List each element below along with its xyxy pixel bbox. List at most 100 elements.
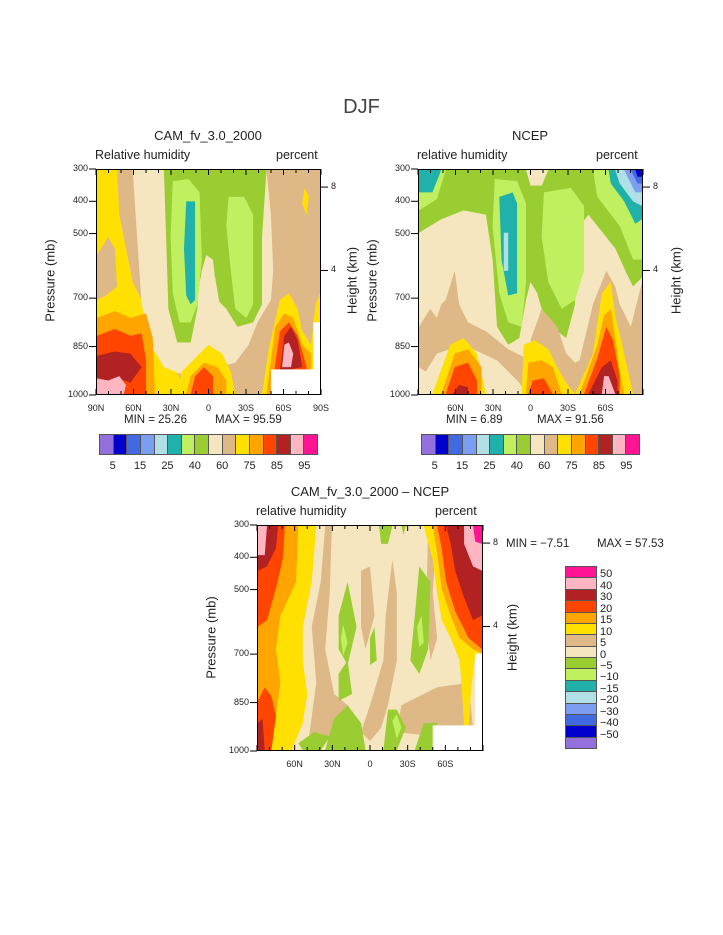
- colorbar-label: 10: [600, 625, 613, 638]
- colorbar-swatch: [566, 612, 596, 624]
- contour-fill: [97, 237, 118, 300]
- colorbar-swatch: [566, 726, 596, 738]
- right-tick-label: 8: [493, 537, 499, 548]
- colorbar-swatch: [566, 703, 596, 715]
- y-tick-label: 1000: [67, 389, 88, 399]
- contour-fill: [528, 378, 553, 394]
- colorbar-swatch: [222, 435, 237, 454]
- x-tick-label: 90S: [312, 403, 329, 413]
- panel3-title: CAM_fv_3.0_2000 – NCEP: [290, 484, 450, 499]
- contour-fill: [417, 615, 424, 647]
- colorbar-swatch: [462, 435, 477, 454]
- panel2-min: MIN = 6.89: [446, 414, 503, 426]
- colorbar-swatch: [490, 435, 504, 454]
- contour-fill: [541, 187, 585, 309]
- colorbar-swatch: [566, 589, 596, 602]
- right-tick-label: 8: [331, 181, 337, 192]
- colorbar-swatch: [626, 435, 639, 454]
- panel3-colorbar: [565, 566, 597, 749]
- contour-field: [258, 526, 482, 750]
- colorbar-swatch: [304, 435, 317, 454]
- colorbar-swatch: [571, 435, 586, 454]
- contour-fill: [361, 559, 397, 742]
- contour-fill: [361, 566, 375, 650]
- x-tick-label: 60N: [447, 403, 464, 413]
- panel1-title: CAM_fv_3.0_2000: [154, 128, 262, 143]
- contour-fill: [445, 362, 477, 394]
- colorbar-label: 25: [161, 460, 174, 472]
- colorbar-label: 60: [216, 460, 229, 472]
- y-tick-label: 700: [72, 292, 88, 303]
- right-tick-label: 4: [653, 264, 659, 275]
- colorbar-swatch: [168, 435, 182, 454]
- colorbar-swatch: [113, 435, 128, 454]
- y-tick-label: 400: [233, 551, 249, 562]
- contour-fill: [190, 367, 213, 394]
- y-tick-label: 400: [72, 195, 88, 206]
- colorbar-swatch: [449, 435, 463, 454]
- colorbar-swatch: [544, 435, 559, 454]
- x-tick-label: 30N: [324, 759, 341, 769]
- contour-field: [97, 170, 320, 394]
- colorbar-label: −50: [600, 728, 619, 741]
- colorbar-swatch: [566, 692, 596, 704]
- contour-fill: [635, 170, 642, 177]
- colorbar-swatch: [566, 635, 596, 647]
- y-tick-label: 300: [394, 163, 410, 173]
- panel3-min: MIN = −7.51: [506, 538, 570, 550]
- colorbar-swatch: [566, 601, 596, 613]
- x-tick-label: 60S: [275, 403, 292, 413]
- panel2-variable-label: relative humidity: [417, 148, 508, 162]
- colorbar-swatch: [476, 435, 491, 454]
- contour-fill: [307, 526, 348, 750]
- colorbar-swatch: [566, 737, 596, 748]
- colorbar-swatch: [127, 435, 141, 454]
- x-tick-label: 60S: [597, 403, 614, 413]
- contour-fill: [197, 255, 220, 314]
- x-tick-label: 30N: [162, 403, 180, 413]
- panel2-contour-plot: [418, 169, 643, 395]
- colorbar-label: −15: [600, 682, 619, 695]
- x-tick-label: 0: [367, 759, 373, 769]
- colorbar-swatch: [181, 435, 196, 454]
- y-tick-label: 1000: [228, 745, 249, 755]
- panel3-variable-label: relative humidity: [256, 504, 347, 518]
- y-tick-label: 500: [233, 583, 249, 594]
- colorbar-label: −5: [600, 659, 613, 672]
- colorbar-label: 40: [188, 460, 201, 472]
- colorbar-label: 95: [298, 460, 311, 472]
- panel3-units-label: percent: [435, 504, 477, 518]
- colorbar-swatch: [277, 435, 291, 454]
- colorbar-label: 20: [600, 602, 613, 615]
- right-tick-label: 4: [331, 264, 337, 275]
- panel2-right-axis-label: Height (km): [668, 246, 684, 315]
- panel2-max: MAX = 91.56: [537, 414, 604, 426]
- colorbar-swatch: [236, 435, 250, 454]
- contour-fill: [325, 705, 366, 750]
- missing-data-region: [270, 322, 320, 394]
- contour-fill: [499, 192, 518, 296]
- x-tick-label: 60N: [125, 403, 142, 413]
- panel2-title: NCEP: [511, 128, 549, 143]
- colorbar-swatch: [154, 435, 169, 454]
- contour-fill: [503, 232, 509, 271]
- panel2-colorbar: [421, 434, 640, 455]
- contour-fill: [414, 723, 438, 750]
- colorbar-label: 95: [620, 460, 633, 472]
- y-tick-label: 300: [233, 519, 249, 529]
- colorbar-swatch: [195, 435, 209, 454]
- colorbar-swatch: [612, 435, 627, 454]
- colorbar-label: 0: [600, 648, 607, 661]
- panel1-variable-label: Relative humidity: [95, 148, 191, 162]
- colorbar-swatch: [558, 435, 572, 454]
- x-tick-label: 0: [205, 403, 211, 413]
- colorbar-label: 40: [510, 460, 523, 472]
- contour-fill: [392, 714, 402, 739]
- y-tick-label: 850: [233, 696, 249, 707]
- colorbar-swatch: [566, 646, 596, 658]
- y-tick-label: 500: [72, 227, 88, 238]
- colorbar-swatch: [566, 567, 596, 579]
- contour-fill: [370, 626, 377, 665]
- contour-fill: [419, 170, 642, 345]
- panel1-units-label: percent: [276, 148, 318, 162]
